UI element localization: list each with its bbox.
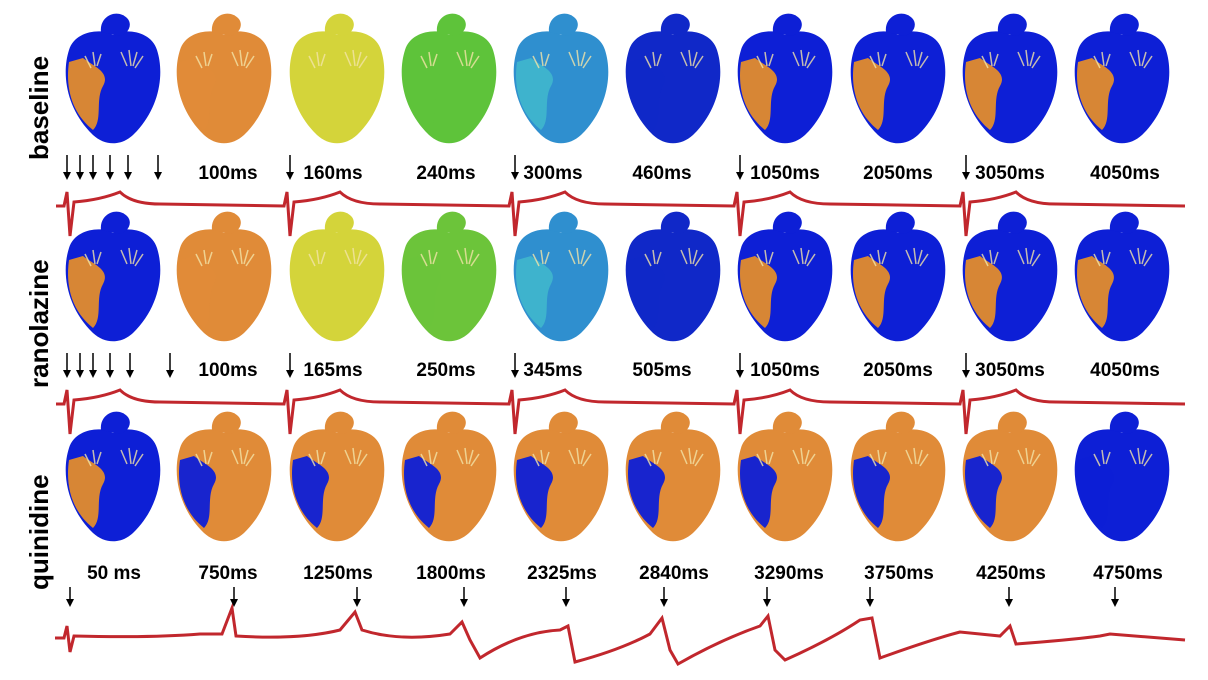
ecg-trace-baseline bbox=[56, 190, 1186, 237]
time-label: 4750ms bbox=[1093, 563, 1163, 584]
time-label: 100ms bbox=[198, 360, 258, 381]
down-arrow-head bbox=[89, 172, 97, 180]
heart-simulation-icon bbox=[65, 13, 161, 144]
heart-simulation-icon bbox=[1074, 13, 1170, 144]
heart-simulation-icon bbox=[850, 211, 946, 342]
heart-simulation-icon bbox=[625, 211, 721, 342]
heart-simulation-icon bbox=[289, 211, 385, 342]
time-label: 505ms bbox=[632, 360, 692, 381]
down-arrow-head bbox=[962, 172, 970, 180]
time-label: 1050ms bbox=[750, 360, 820, 381]
ecg-trace-ranolazine bbox=[56, 388, 1186, 435]
time-label: 250ms bbox=[416, 360, 476, 381]
heart-simulation-icon bbox=[850, 13, 946, 144]
down-arrow-head bbox=[76, 370, 84, 378]
heart-simulation-icon bbox=[962, 211, 1058, 342]
time-label: 1250ms bbox=[303, 563, 373, 584]
time-label: 100ms bbox=[198, 163, 258, 184]
heart-simulation-icon bbox=[962, 13, 1058, 144]
time-label: 750ms bbox=[198, 563, 258, 584]
heart-simulation-icon bbox=[65, 211, 161, 342]
time-label: 4050ms bbox=[1090, 163, 1160, 184]
heart-simulation-icon bbox=[625, 411, 721, 542]
down-arrow-head bbox=[353, 599, 361, 607]
time-label: 50 ms bbox=[87, 563, 141, 584]
down-arrow-head bbox=[76, 172, 84, 180]
time-label: 240ms bbox=[416, 163, 476, 184]
heart-simulation-icon bbox=[65, 411, 161, 542]
heart-simulation-icon bbox=[401, 411, 497, 542]
time-label: 3050ms bbox=[975, 163, 1045, 184]
heart-simulation-icon bbox=[401, 211, 497, 342]
down-arrow-head bbox=[63, 370, 71, 378]
heart-simulation-icon bbox=[513, 13, 609, 144]
time-label: 345ms bbox=[523, 360, 583, 381]
down-arrow-head bbox=[562, 599, 570, 607]
heart-simulation-icon bbox=[176, 211, 272, 342]
time-label: 1050ms bbox=[750, 163, 820, 184]
down-arrow-head bbox=[106, 172, 114, 180]
heart-simulation-icon bbox=[1074, 411, 1170, 542]
time-label: 2325ms bbox=[527, 563, 597, 584]
time-label: 3290ms bbox=[754, 563, 824, 584]
down-arrow-head bbox=[230, 599, 238, 607]
heart-simulation-icon bbox=[737, 211, 833, 342]
time-label: 2050ms bbox=[863, 163, 933, 184]
heart-simulation-icon bbox=[176, 411, 272, 542]
down-arrow-head bbox=[1111, 599, 1119, 607]
heart-simulation-icon bbox=[513, 411, 609, 542]
heart-simulation-icon bbox=[289, 411, 385, 542]
down-arrow-head bbox=[866, 599, 874, 607]
down-arrow-head bbox=[286, 370, 294, 378]
time-label: 2840ms bbox=[639, 563, 709, 584]
heart-simulation-icon bbox=[513, 211, 609, 342]
ecg-trace-quinidine bbox=[55, 602, 1186, 667]
heart-simulation-icon bbox=[401, 13, 497, 144]
down-arrow-head bbox=[511, 370, 519, 378]
down-arrow-head bbox=[166, 370, 174, 378]
down-arrow-head bbox=[460, 599, 468, 607]
heart-simulation-icon bbox=[625, 13, 721, 144]
down-arrow-head bbox=[124, 172, 132, 180]
down-arrow-head bbox=[736, 172, 744, 180]
time-label: 3050ms bbox=[975, 360, 1045, 381]
down-arrow-head bbox=[66, 599, 74, 607]
down-arrow-head bbox=[89, 370, 97, 378]
time-label: 4250ms bbox=[976, 563, 1046, 584]
heart-simulation-icon bbox=[1074, 211, 1170, 342]
time-label: 1800ms bbox=[416, 563, 486, 584]
down-arrow-head bbox=[286, 172, 294, 180]
time-label: 3750ms bbox=[864, 563, 934, 584]
down-arrow-head bbox=[962, 370, 970, 378]
time-label: 300ms bbox=[523, 163, 583, 184]
down-arrow-head bbox=[1005, 599, 1013, 607]
down-arrow-head bbox=[660, 599, 668, 607]
down-arrow-head bbox=[154, 172, 162, 180]
time-label: 165ms bbox=[303, 360, 363, 381]
heart-simulation-icon bbox=[737, 411, 833, 542]
down-arrow-head bbox=[763, 599, 771, 607]
time-label: 460ms bbox=[632, 163, 692, 184]
down-arrow-head bbox=[106, 370, 114, 378]
heart-simulation-icon bbox=[962, 411, 1058, 542]
heart-simulation-icon bbox=[850, 411, 946, 542]
down-arrow-head bbox=[63, 172, 71, 180]
time-label: 160ms bbox=[303, 163, 363, 184]
heart-simulation-icon bbox=[737, 13, 833, 144]
down-arrow-head bbox=[126, 370, 134, 378]
heart-simulation-icon bbox=[176, 13, 272, 144]
time-label: 2050ms bbox=[863, 360, 933, 381]
down-arrow-head bbox=[736, 370, 744, 378]
heart-simulation-icon bbox=[289, 13, 385, 144]
time-label: 4050ms bbox=[1090, 360, 1160, 381]
down-arrow-head bbox=[511, 172, 519, 180]
